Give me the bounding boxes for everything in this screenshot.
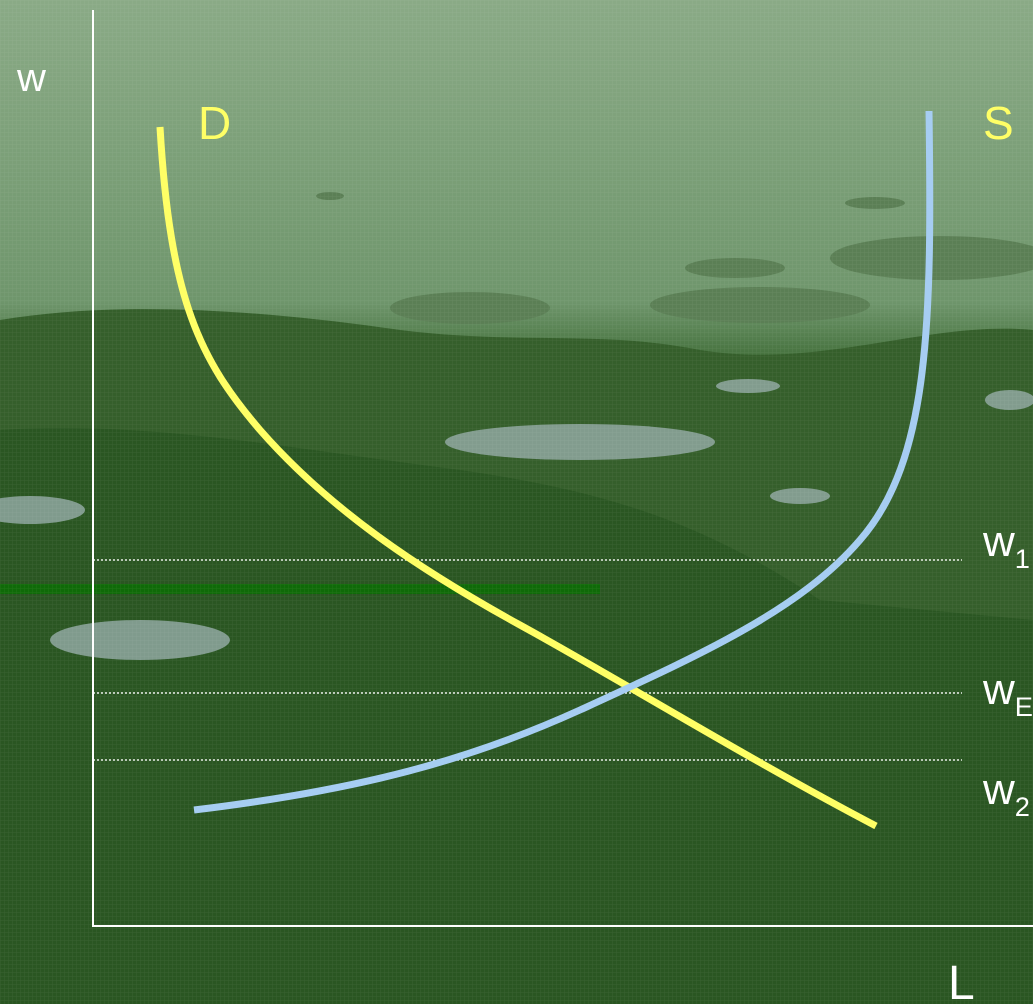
curves	[156, 110, 934, 830]
wage-label-w1-base: w	[983, 517, 1015, 566]
supply-label: S	[983, 97, 1014, 149]
wage-label-w2-base: w	[983, 765, 1015, 814]
wage-label-we-base: w	[983, 665, 1015, 714]
wage-label-w1-sub: 1	[1014, 543, 1030, 575]
wage-label-w2: w2	[983, 765, 1030, 821]
wage-guide-lines	[93, 559, 962, 761]
wage-label-w1: w1	[983, 517, 1030, 573]
x-axis-label: L	[948, 957, 975, 1004]
y-axis-label: w	[17, 56, 46, 100]
wage-label-we-sub: E	[1014, 691, 1033, 723]
demand-label: D	[198, 97, 232, 149]
supply-curve	[193, 110, 934, 814]
wage-label-we: wE	[983, 665, 1033, 721]
axes	[92, 10, 1033, 927]
demand-curve	[156, 126, 878, 830]
wage-label-w2-sub: 2	[1014, 791, 1030, 823]
